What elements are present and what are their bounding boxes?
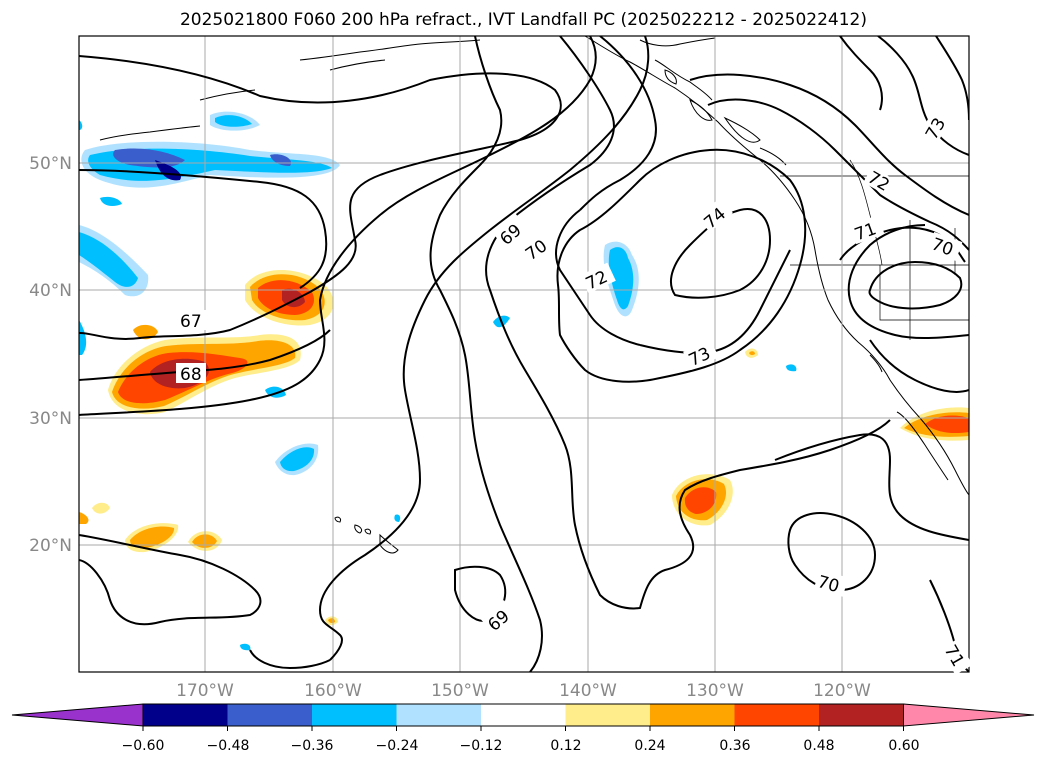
lat-label-40n: 40°N [29,281,72,301]
colorbar-segment [312,704,397,726]
colorbar-tick-7: 0.24 [634,738,665,754]
lon-label-130w: 130°W [686,681,744,701]
lon-label-140w: 140°W [559,681,617,701]
colorbar-tick-3: −0.36 [291,738,334,754]
colorbar-segment [819,704,904,726]
contour-lines [79,36,969,672]
colorbar-segment [227,704,313,726]
colorbar-tick-1: −0.60 [122,738,165,754]
colorbar-segment [143,704,228,726]
lat-label-50n: 50°N [29,154,72,174]
latitude-labels: 50°N 40°N 30°N 20°N [29,154,72,556]
colorbar-tick-9: 0.48 [803,738,834,754]
colorbar-tick-10: 0.60 [888,738,919,754]
lon-label-160w: 160°W [304,681,362,701]
lon-label-150w: 150°W [431,681,489,701]
colorbar-extend-low [11,703,144,727]
colorbar-segment [650,704,735,726]
colorbar-segment [565,704,651,726]
colorbar-tick-8: 0.36 [719,738,750,754]
lat-label-30n: 30°N [29,409,72,429]
colorbar-extend-high [903,703,1035,727]
lon-label-120w: 120°W [813,681,871,701]
colorbar-segment [734,704,820,726]
contour-label-68: 68 [180,365,202,385]
colorbar [11,703,1035,731]
colorbar-segment [481,704,566,726]
map-title: 2025021800 F060 200 hPa refract., IVT La… [179,10,867,30]
lat-label-20n: 20°N [29,536,72,556]
gridlines [79,36,969,672]
colorbar-tick-5: −0.12 [460,738,503,754]
colorbar-ticks: −0.60 −0.48 −0.36 −0.24 −0.12 0.12 0.24 … [122,738,920,754]
lon-label-170w: 170°W [176,681,234,701]
plot-frame [78,35,970,673]
colorbar-tick-6: 0.12 [550,738,581,754]
colorbar-tick-2: −0.48 [207,738,250,754]
colorbar-outline [142,703,904,727]
longitude-labels: 170°W 160°W 150°W 140°W 130°W 120°W [176,681,871,701]
contour-label-67: 67 [180,312,202,332]
colorbar-tick-4: −0.24 [376,738,419,754]
colorbar-segment [396,704,482,726]
